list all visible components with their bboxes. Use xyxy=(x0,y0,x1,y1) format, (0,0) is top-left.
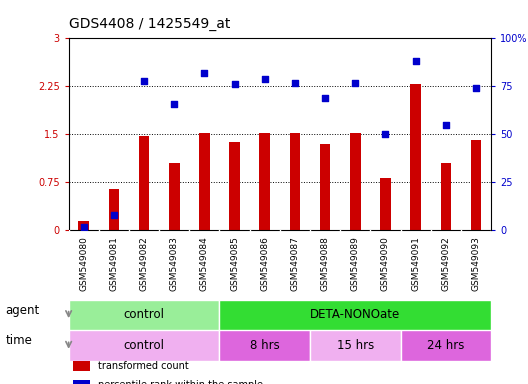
Text: agent: agent xyxy=(5,304,40,317)
Bar xyxy=(220,330,310,361)
Bar xyxy=(259,133,270,230)
Text: control: control xyxy=(124,339,165,352)
Bar xyxy=(169,163,180,230)
Text: GSM549083: GSM549083 xyxy=(169,236,179,291)
Text: GSM549089: GSM549089 xyxy=(351,236,360,291)
Point xyxy=(140,78,148,84)
Bar xyxy=(290,133,300,230)
Point xyxy=(321,95,329,101)
Bar xyxy=(440,163,451,230)
Bar xyxy=(73,380,90,384)
Text: DETA-NONOate: DETA-NONOate xyxy=(310,308,400,321)
Text: percentile rank within the sample: percentile rank within the sample xyxy=(98,380,263,384)
Point xyxy=(472,85,480,91)
Text: GSM549080: GSM549080 xyxy=(79,236,88,291)
Text: transformed count: transformed count xyxy=(98,361,189,371)
Bar xyxy=(69,330,220,361)
Bar xyxy=(79,221,89,230)
Point xyxy=(110,212,118,218)
Text: 24 hrs: 24 hrs xyxy=(427,339,465,352)
Bar xyxy=(410,84,421,230)
Point xyxy=(80,223,88,230)
Text: GSM549090: GSM549090 xyxy=(381,236,390,291)
Bar xyxy=(229,142,240,230)
Point xyxy=(351,79,360,86)
Bar xyxy=(350,133,361,230)
Bar xyxy=(73,361,90,371)
Text: GSM549081: GSM549081 xyxy=(109,236,118,291)
Bar xyxy=(401,330,491,361)
Text: time: time xyxy=(5,334,32,348)
Bar xyxy=(320,144,331,230)
Text: GSM549091: GSM549091 xyxy=(411,236,420,291)
Bar xyxy=(220,300,491,330)
Point xyxy=(260,76,269,82)
Text: GSM549082: GSM549082 xyxy=(139,236,148,291)
Bar xyxy=(69,300,220,330)
Bar xyxy=(310,330,401,361)
Point xyxy=(200,70,209,76)
Bar xyxy=(109,189,119,230)
Point xyxy=(381,131,390,137)
Text: 8 hrs: 8 hrs xyxy=(250,339,280,352)
Text: 15 hrs: 15 hrs xyxy=(337,339,374,352)
Text: GDS4408 / 1425549_at: GDS4408 / 1425549_at xyxy=(69,17,230,31)
Text: GSM549084: GSM549084 xyxy=(200,236,209,291)
Point xyxy=(411,58,420,65)
Text: GSM549087: GSM549087 xyxy=(290,236,299,291)
Point xyxy=(230,81,239,88)
Bar xyxy=(139,136,149,230)
Text: GSM549093: GSM549093 xyxy=(472,236,480,291)
Point xyxy=(441,122,450,128)
Text: GSM549092: GSM549092 xyxy=(441,236,450,291)
Bar xyxy=(470,139,481,230)
Text: GSM549088: GSM549088 xyxy=(320,236,329,291)
Text: control: control xyxy=(124,308,165,321)
Text: GSM549085: GSM549085 xyxy=(230,236,239,291)
Text: GSM549086: GSM549086 xyxy=(260,236,269,291)
Bar xyxy=(199,133,210,230)
Point xyxy=(170,101,178,107)
Point xyxy=(291,79,299,86)
Bar xyxy=(380,178,391,230)
